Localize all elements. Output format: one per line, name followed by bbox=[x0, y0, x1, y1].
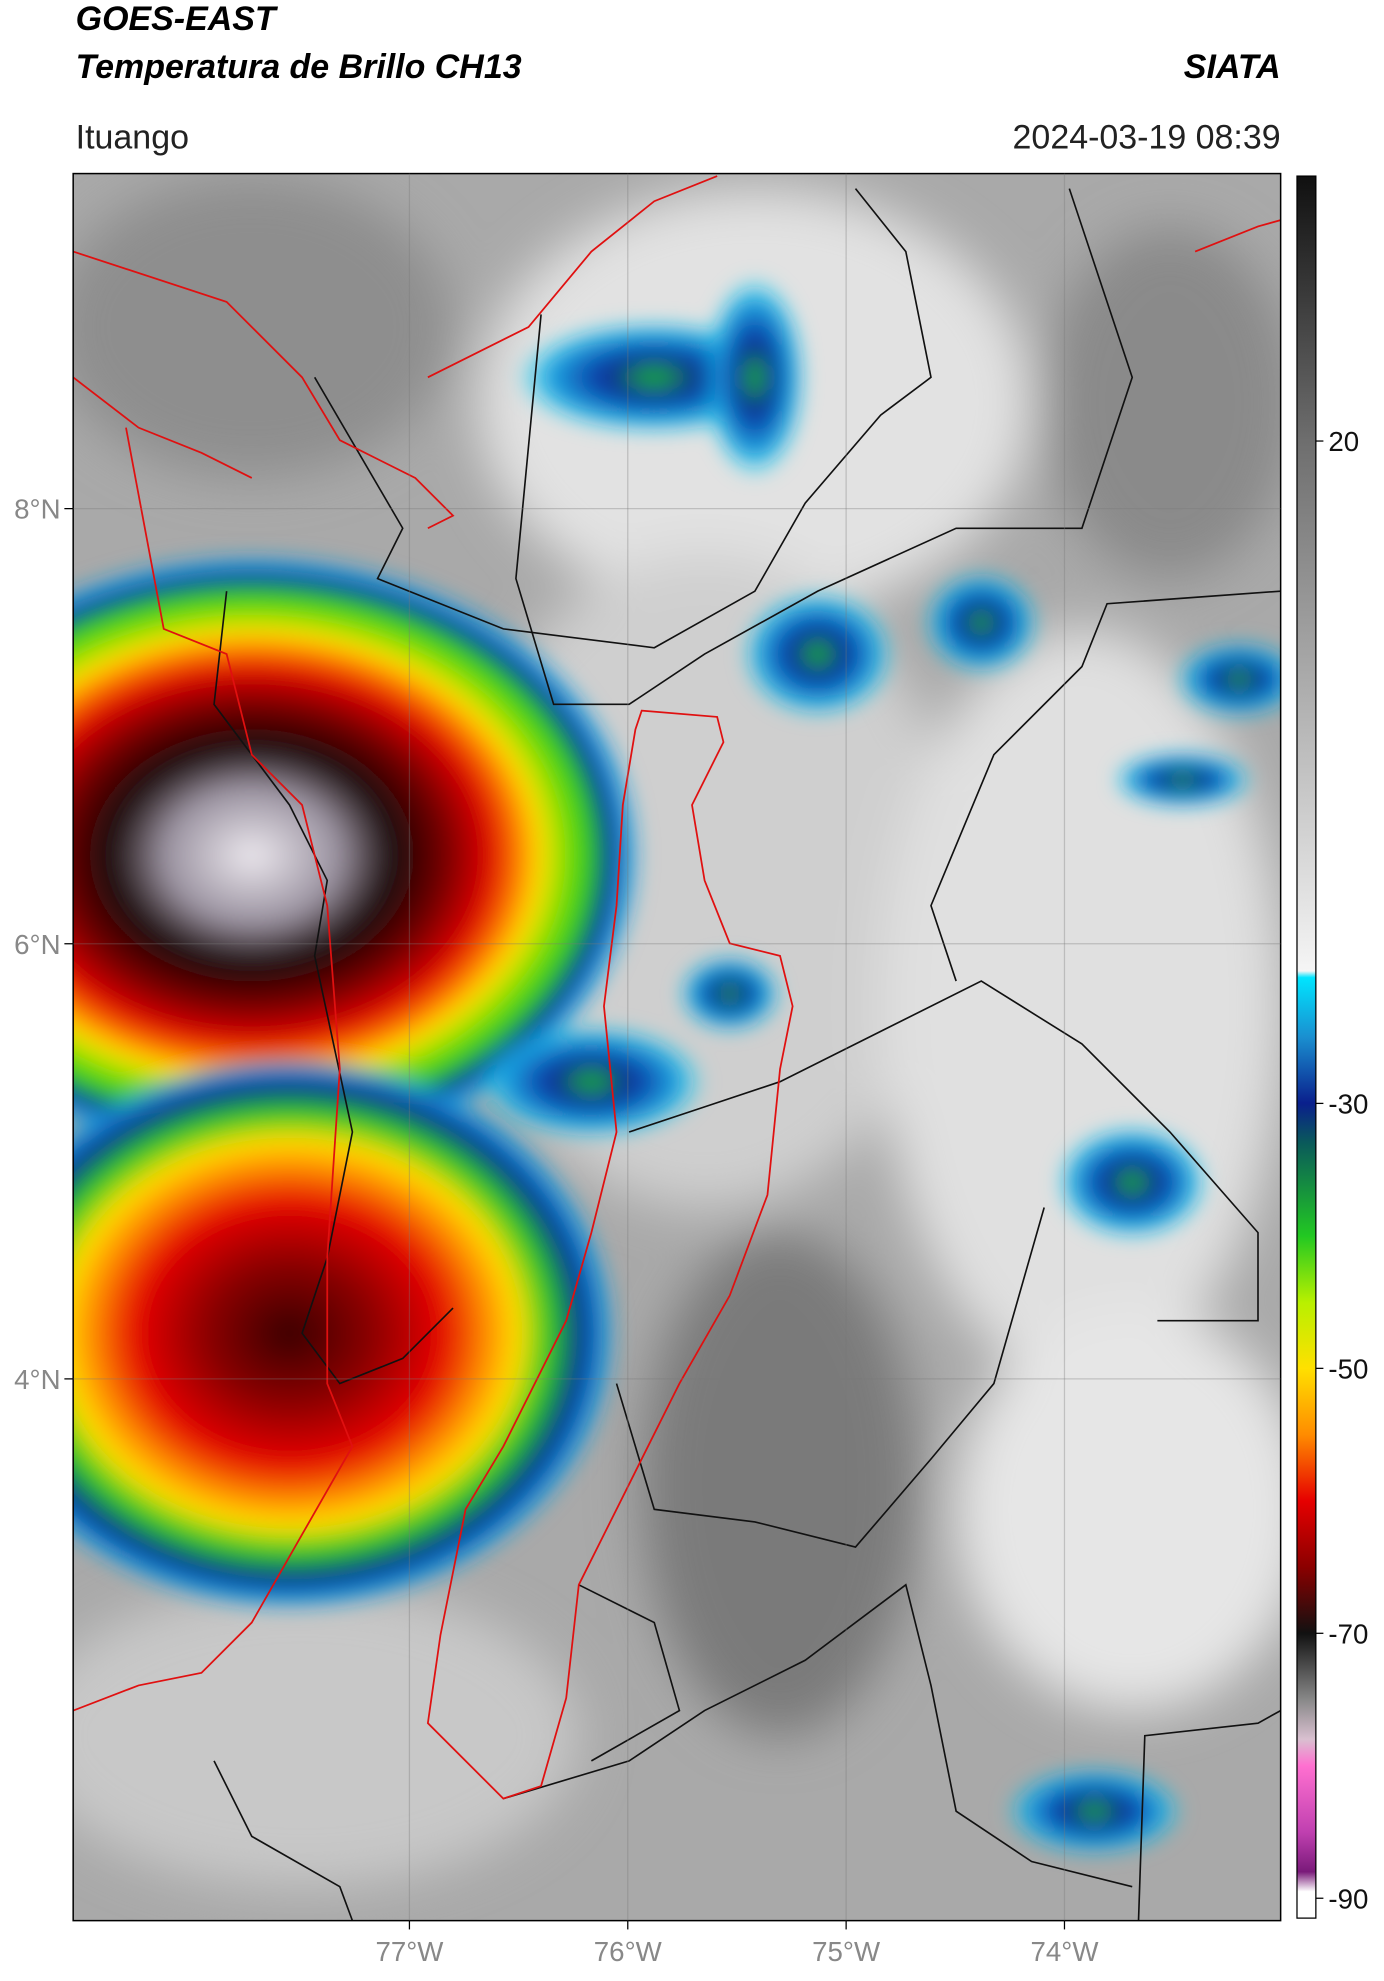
x-tick-label: 75°W bbox=[812, 1936, 881, 1967]
border bbox=[615, 1207, 1045, 1548]
storm bbox=[924, 572, 1038, 673]
colorbar-tick-label: -50 bbox=[1328, 1353, 1368, 1384]
border bbox=[73, 250, 455, 530]
storm bbox=[1006, 1767, 1183, 1856]
grid bbox=[73, 173, 1281, 1921]
colorbar-tick-label: -70 bbox=[1328, 1618, 1368, 1649]
cloud bbox=[641, 1232, 919, 1736]
x-tick-label: 74°W bbox=[1031, 1936, 1100, 1967]
border bbox=[628, 980, 1259, 1322]
border bbox=[213, 1760, 354, 1921]
storm bbox=[742, 591, 894, 717]
region bbox=[426, 709, 794, 1800]
storm bbox=[704, 276, 806, 478]
colorbar-tick-label: -30 bbox=[1328, 1088, 1368, 1119]
storm bbox=[73, 553, 642, 1158]
border bbox=[515, 188, 1134, 706]
storm bbox=[679, 955, 781, 1032]
timestamp: 2024-03-19 08:39 bbox=[1013, 118, 1281, 156]
border bbox=[503, 1583, 1133, 1888]
brand: SIATA bbox=[1184, 48, 1281, 86]
admin-borders bbox=[213, 188, 1281, 1921]
storm bbox=[1113, 752, 1252, 808]
border bbox=[427, 175, 718, 379]
border bbox=[1137, 1709, 1281, 1921]
cloud bbox=[1044, 226, 1281, 579]
cloud bbox=[880, 629, 1281, 1384]
storm bbox=[1056, 1125, 1208, 1239]
location: Ituango bbox=[76, 118, 189, 156]
map-frame bbox=[72, 172, 1282, 1922]
border bbox=[313, 188, 932, 649]
colorbar-tick-label: 20 bbox=[1328, 426, 1359, 457]
storm bbox=[478, 1025, 705, 1139]
y-tick-label: 6°N bbox=[14, 929, 60, 960]
cloud bbox=[73, 1584, 579, 1887]
convection bbox=[73, 276, 1281, 1856]
storm bbox=[73, 1056, 617, 1610]
cloud bbox=[73, 176, 453, 478]
border bbox=[930, 590, 1281, 982]
subtitle: Temperatura de Brillo CH13 bbox=[76, 48, 522, 86]
border bbox=[73, 376, 354, 1712]
storm bbox=[1176, 641, 1281, 717]
highlight-borders bbox=[73, 175, 1281, 1800]
y-tick-label: 8°N bbox=[14, 494, 60, 525]
x-tick-label: 77°W bbox=[375, 1936, 444, 1967]
colorbar bbox=[1296, 175, 1317, 1919]
x-tick-label: 76°W bbox=[594, 1936, 663, 1967]
cloud bbox=[956, 1308, 1281, 1711]
border bbox=[1194, 219, 1281, 253]
colorbar-ticks: 20 -30 -50 -70 -90 bbox=[1315, 426, 1368, 1914]
border bbox=[213, 591, 454, 1385]
colorbar-tick-label: -90 bbox=[1328, 1883, 1368, 1914]
y-tick-label: 4°N bbox=[14, 1364, 60, 1395]
imagery bbox=[73, 173, 1281, 1921]
border bbox=[578, 1584, 681, 1762]
title: GOES-EAST bbox=[76, 0, 279, 38]
axis-ticks: 77°W 76°W 75°W 74°W 8°N 6°N 4°N bbox=[14, 494, 1099, 1967]
